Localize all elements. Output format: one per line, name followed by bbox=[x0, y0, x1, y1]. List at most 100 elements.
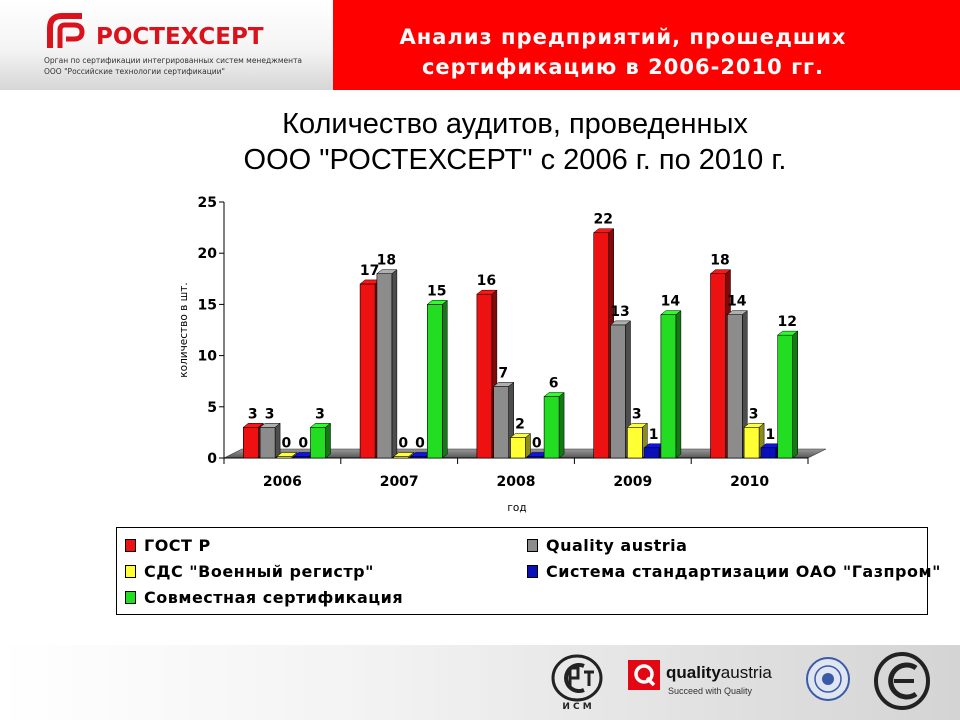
legend-item-voenny-registr: СДС "Военный регистр" bbox=[125, 562, 374, 581]
legend-label: СДС "Военный регистр" bbox=[144, 562, 374, 581]
brand-line-2: ООО "Российские технологии сертификации" bbox=[44, 67, 226, 76]
bar-side bbox=[325, 422, 331, 459]
bar-side bbox=[442, 299, 448, 459]
bar-top bbox=[426, 300, 449, 305]
y-axis-label: количество в шт. bbox=[178, 282, 190, 377]
y-tick-label: 15 bbox=[198, 297, 217, 313]
bar-front bbox=[593, 232, 610, 459]
bar-side bbox=[675, 310, 682, 459]
bar-top bbox=[609, 320, 632, 326]
data-label: 1 bbox=[766, 427, 776, 443]
chart-legend: ГОСТ Р Quality austria СДС "Военный реги… bbox=[116, 527, 940, 615]
data-label: 1 bbox=[649, 427, 659, 443]
brand-line-1: Орган по сертификации интегрированных си… bbox=[44, 56, 303, 65]
bar-top bbox=[392, 452, 415, 457]
bar bbox=[609, 320, 632, 459]
footer-logos-bar bbox=[0, 645, 960, 720]
bar-top bbox=[776, 330, 799, 336]
x-tick-label: 2006 bbox=[263, 474, 302, 490]
data-label: 0 bbox=[298, 436, 308, 452]
qa-brand-bold: quality bbox=[666, 663, 721, 682]
x-axis-label: год bbox=[507, 502, 526, 514]
bar-front bbox=[510, 437, 526, 459]
qa-brand-rest: austria bbox=[720, 663, 772, 682]
data-label: 3 bbox=[248, 406, 258, 422]
data-label: 13 bbox=[610, 304, 629, 320]
bar-top bbox=[626, 423, 649, 428]
legend-swatch-icon bbox=[125, 591, 136, 604]
bar-front bbox=[643, 447, 660, 459]
bar-top bbox=[509, 433, 532, 438]
bar bbox=[660, 310, 682, 459]
bar-top bbox=[259, 423, 281, 428]
bar bbox=[309, 422, 332, 459]
bar-front bbox=[476, 293, 493, 459]
bar-top bbox=[492, 382, 515, 387]
bar-front bbox=[376, 273, 393, 459]
bar bbox=[776, 330, 799, 459]
certification-seal-icon bbox=[806, 657, 850, 701]
legend-item-gost-r: ГОСТ Р bbox=[125, 536, 211, 555]
chart-title-line-2: ООО "РОСТЕХСЕРТ" с 2006 г. по 2010 г. bbox=[243, 144, 787, 176]
bar bbox=[426, 299, 449, 459]
legend-label: Система стандартизации ОАО "Газпром" bbox=[546, 562, 941, 581]
bar-front bbox=[359, 283, 376, 459]
data-label: 14 bbox=[727, 294, 747, 310]
data-label: 0 bbox=[415, 436, 425, 452]
x-tick-label: 2009 bbox=[613, 474, 652, 490]
legend-label: Совместная сертификация bbox=[144, 588, 404, 607]
quality-austria-q-icon bbox=[628, 660, 660, 690]
bar-top bbox=[660, 310, 682, 315]
bar-front bbox=[310, 426, 326, 459]
data-label: 3 bbox=[315, 406, 325, 422]
data-label: 16 bbox=[477, 273, 496, 289]
bar-front bbox=[777, 334, 794, 459]
bar bbox=[509, 432, 532, 459]
bar-top bbox=[726, 310, 749, 315]
data-label: 0 bbox=[282, 436, 292, 452]
data-label: 3 bbox=[632, 406, 642, 422]
legend-swatch-icon bbox=[125, 565, 136, 578]
x-tick-label: 2008 bbox=[497, 474, 536, 490]
data-label: 17 bbox=[360, 263, 379, 279]
chart-title: Количество аудитов, проведенных ООО "РОС… bbox=[180, 106, 850, 178]
data-label: 14 bbox=[661, 294, 681, 310]
bar-front bbox=[760, 447, 777, 459]
page-title: Анализ предприятий, прошедших сертификац… bbox=[333, 22, 913, 82]
data-label: 6 bbox=[549, 376, 559, 392]
bar-front bbox=[243, 426, 259, 459]
bar-top bbox=[309, 423, 332, 428]
data-label: 0 bbox=[532, 436, 542, 452]
legend-item-gazprom: Система стандартизации ОАО "Газпром" bbox=[527, 562, 941, 581]
page-title-line-1: Анализ предприятий, прошедших bbox=[399, 25, 847, 49]
bar-top bbox=[592, 228, 615, 233]
legend-swatch-icon bbox=[527, 539, 538, 552]
quality-austria-brand: qualityaustria bbox=[666, 663, 772, 683]
bar-top bbox=[709, 269, 732, 274]
bar-front bbox=[543, 396, 560, 459]
bar-top bbox=[276, 452, 298, 457]
bar-front bbox=[493, 386, 510, 459]
header-title-panel bbox=[333, 0, 960, 90]
bar-top bbox=[476, 289, 498, 295]
data-label: 12 bbox=[777, 314, 796, 330]
bar-side bbox=[792, 330, 798, 459]
legend-label: Quality austria bbox=[546, 536, 688, 555]
y-tick-label: 10 bbox=[198, 349, 218, 365]
data-label: 18 bbox=[377, 253, 396, 269]
data-label: 15 bbox=[427, 283, 446, 299]
bar-front bbox=[743, 426, 760, 459]
brand-name: РОСТЕХСЕРТ bbox=[96, 24, 264, 50]
legend-item-quality-austria: Quality austria bbox=[527, 536, 687, 555]
bar-front bbox=[626, 426, 643, 459]
bar bbox=[376, 269, 398, 459]
bar bbox=[726, 310, 749, 459]
legend-swatch-icon bbox=[125, 539, 136, 552]
x-tick-label: 2010 bbox=[730, 474, 769, 490]
data-label: 2 bbox=[515, 417, 525, 433]
data-label: 0 bbox=[398, 436, 408, 452]
bar-side bbox=[391, 269, 398, 459]
y-tick-label: 20 bbox=[198, 246, 218, 262]
bar-top bbox=[543, 392, 565, 397]
data-label: 3 bbox=[749, 406, 759, 422]
